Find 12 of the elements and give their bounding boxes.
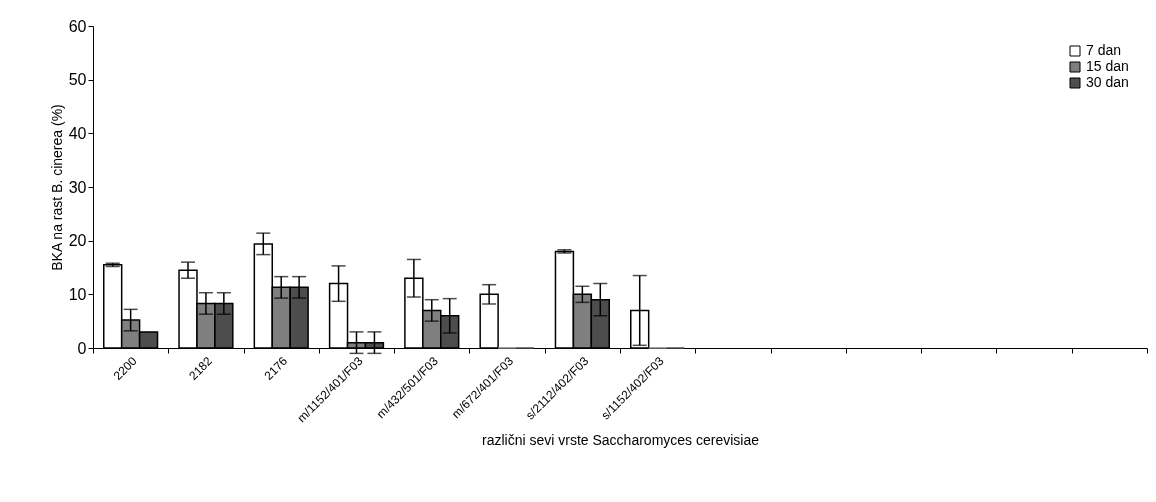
y-tick-label: 30	[68, 178, 87, 196]
y-tick-label: 0	[77, 339, 87, 357]
y-tick-label: 20	[68, 232, 87, 250]
y-tick-label: 60	[68, 17, 87, 35]
y-tick-label: 50	[68, 71, 87, 89]
legend-label: 15 dan	[1086, 58, 1129, 74]
x-axis-title: različni sevi vrste Saccharomyces cerevisiae	[482, 432, 760, 449]
y-tick-label: 40	[68, 124, 87, 142]
legend-label: 7 dan	[1086, 42, 1122, 58]
y-tick-label: 10	[68, 285, 87, 303]
y-axis-title: BKA na rast B. cinerea (%)	[48, 104, 65, 271]
legend-label: 30 dan	[1086, 74, 1129, 90]
